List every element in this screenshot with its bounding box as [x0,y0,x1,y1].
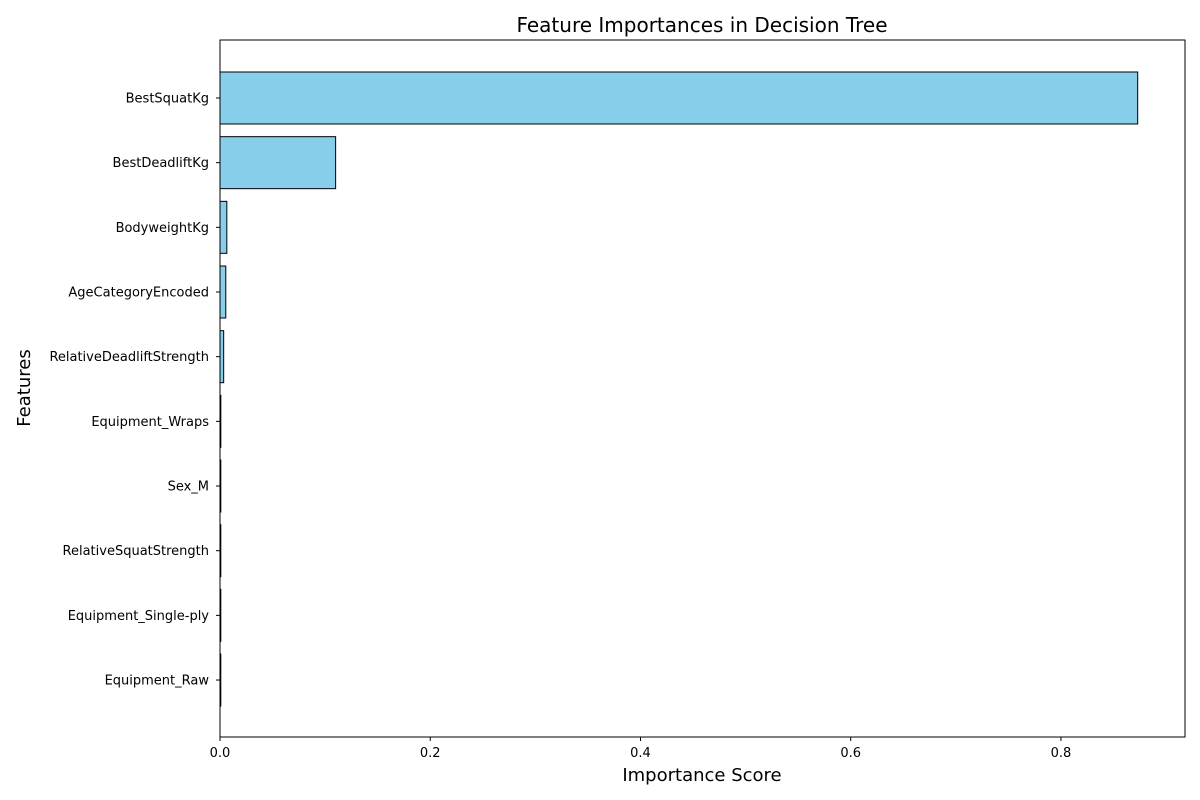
y-tick-label: BodyweightKg [116,221,209,236]
y-tick-label: RelativeSquatStrength [63,544,209,559]
y-tick-label: Equipment_Wraps [91,415,209,430]
x-axis-label: Importance Score [622,765,781,786]
y-tick-label: BestSquatKg [126,92,209,107]
y-tick-label: Sex_M [168,480,209,495]
bar-bodyweightkg [219,200,228,254]
x-tick-label: 0.0 [210,746,231,761]
plot-frame [219,39,1186,738]
plot-bars [219,71,1139,707]
x-tick-label: 0.2 [420,746,441,761]
bar-bestdeadliftkg [219,136,337,190]
x-tick-label: 0.8 [1051,746,1072,761]
bar-agecategoryencoded [219,265,227,319]
y-tick-label: AgeCategoryEncoded [68,286,209,301]
bar-bestsquatkg [219,71,1139,125]
y-tick-label: RelativeDeadliftStrength [49,350,209,365]
x-axis-ticks: 0.0 0.2 0.4 0.6 0.8 [210,737,1072,761]
y-tick-label: BestDeadliftKg [113,156,209,171]
x-tick-label: 0.4 [630,746,651,761]
chart-title: Feature Importances in Decision Tree [516,13,887,37]
bar-relativedeadliftstrength [219,330,225,384]
y-tick-label: Equipment_Raw [105,674,210,689]
y-axis-label: Features [14,349,35,426]
y-tick-label: Equipment_Single-ply [68,609,210,624]
y-axis-ticks: BestSquatKg BestDeadliftKg BodyweightKg Age… [49,92,220,689]
x-tick-label: 0.6 [840,746,861,761]
